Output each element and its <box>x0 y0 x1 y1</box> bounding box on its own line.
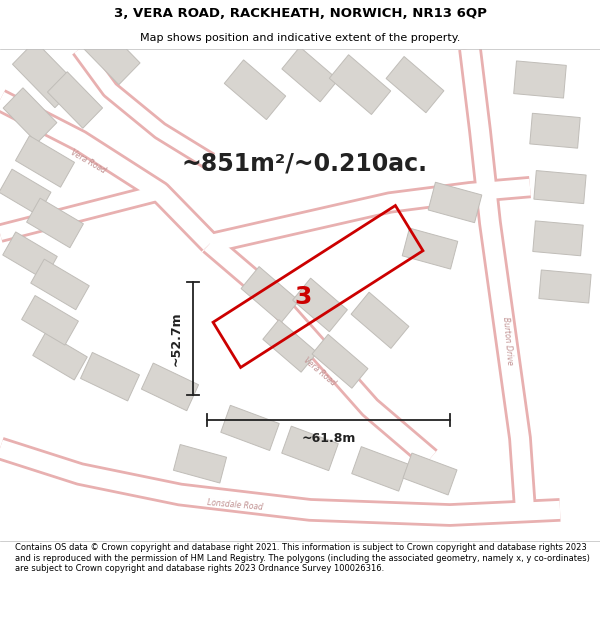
Polygon shape <box>293 278 347 332</box>
Polygon shape <box>351 292 409 348</box>
Polygon shape <box>31 259 89 310</box>
Polygon shape <box>47 72 103 128</box>
Polygon shape <box>80 352 139 401</box>
Polygon shape <box>312 334 368 388</box>
Polygon shape <box>3 232 57 279</box>
Polygon shape <box>514 61 566 98</box>
Polygon shape <box>329 55 391 114</box>
Polygon shape <box>22 296 79 345</box>
Polygon shape <box>224 60 286 119</box>
Polygon shape <box>241 267 299 322</box>
Text: Map shows position and indicative extent of the property.: Map shows position and indicative extent… <box>140 33 460 43</box>
Polygon shape <box>533 221 583 256</box>
Polygon shape <box>221 405 279 451</box>
Polygon shape <box>263 319 317 372</box>
Polygon shape <box>403 453 457 495</box>
Polygon shape <box>13 41 77 107</box>
Text: Contains OS data © Crown copyright and database right 2021. This information is : Contains OS data © Crown copyright and d… <box>15 543 590 573</box>
Text: Lonsdale Road: Lonsdale Road <box>207 498 263 512</box>
Polygon shape <box>33 332 87 380</box>
Polygon shape <box>352 447 408 491</box>
Polygon shape <box>402 228 458 269</box>
Polygon shape <box>282 47 338 102</box>
Polygon shape <box>16 136 74 188</box>
Polygon shape <box>173 444 227 483</box>
Polygon shape <box>282 426 338 471</box>
Polygon shape <box>80 23 140 84</box>
Text: ~52.7m: ~52.7m <box>170 311 183 366</box>
Text: Vera Road: Vera Road <box>302 356 338 388</box>
Polygon shape <box>3 88 57 143</box>
Polygon shape <box>0 169 51 215</box>
Text: 3: 3 <box>295 285 311 309</box>
Polygon shape <box>26 198 83 248</box>
Polygon shape <box>142 363 199 411</box>
Text: ~851m²/~0.210ac.: ~851m²/~0.210ac. <box>182 151 428 176</box>
Polygon shape <box>428 182 482 222</box>
Text: ~61.8m: ~61.8m <box>301 432 356 445</box>
Text: Burton Drive: Burton Drive <box>502 316 515 366</box>
Text: Vera Road: Vera Road <box>69 148 107 175</box>
Text: 3, VERA ROAD, RACKHEATH, NORWICH, NR13 6QP: 3, VERA ROAD, RACKHEATH, NORWICH, NR13 6… <box>113 7 487 20</box>
Polygon shape <box>539 270 591 303</box>
Polygon shape <box>530 113 580 148</box>
Polygon shape <box>386 56 444 112</box>
Polygon shape <box>534 171 586 204</box>
